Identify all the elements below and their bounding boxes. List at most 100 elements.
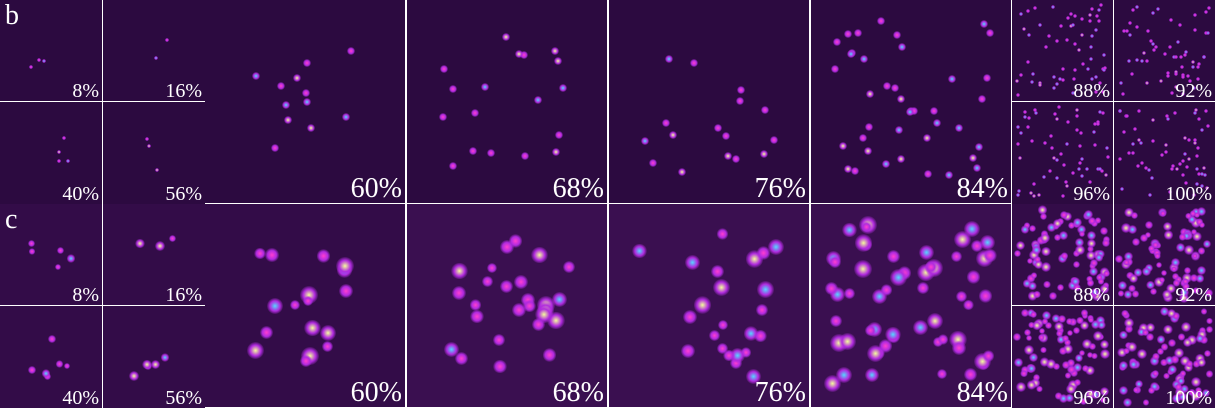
intensity-spot bbox=[1054, 322, 1063, 331]
intensity-spot bbox=[1175, 167, 1179, 171]
intensity-spot bbox=[1193, 138, 1197, 142]
intensity-spot bbox=[1081, 62, 1085, 66]
intensity-spot bbox=[1181, 75, 1185, 79]
intensity-spot bbox=[945, 171, 953, 179]
intensity-spot bbox=[685, 255, 700, 270]
intensity-spot bbox=[1079, 231, 1085, 237]
intensity-spot bbox=[681, 344, 695, 358]
intensity-spot bbox=[1093, 143, 1097, 147]
intensity-spot bbox=[893, 31, 901, 39]
panel-label: 92% bbox=[1175, 285, 1212, 305]
intensity-spot bbox=[57, 247, 64, 254]
intensity-spot bbox=[1191, 60, 1195, 64]
intensity-spot bbox=[147, 144, 151, 148]
intensity-spot bbox=[1105, 146, 1109, 150]
intensity-spot bbox=[552, 148, 560, 156]
intensity-spot bbox=[1090, 34, 1094, 38]
intensity-spot bbox=[1080, 17, 1084, 21]
intensity-spot bbox=[1121, 310, 1129, 318]
intensity-spot bbox=[487, 263, 498, 274]
intensity-spot bbox=[1197, 358, 1206, 367]
intensity-spot bbox=[1193, 13, 1197, 17]
intensity-spot bbox=[1204, 109, 1208, 113]
intensity-spot bbox=[1163, 325, 1173, 335]
intensity-spot bbox=[482, 276, 492, 286]
intensity-spot bbox=[1128, 21, 1132, 25]
intensity-spot bbox=[1023, 110, 1027, 114]
intensity-spot bbox=[839, 142, 847, 150]
intensity-spot bbox=[1019, 12, 1023, 16]
image-panel: 88% bbox=[1012, 0, 1113, 101]
intensity-spot bbox=[1059, 24, 1063, 28]
intensity-spot bbox=[1115, 255, 1123, 263]
intensity-spot bbox=[1073, 68, 1077, 72]
intensity-spot bbox=[1099, 3, 1103, 7]
intensity-spot bbox=[1021, 225, 1030, 234]
intensity-spot bbox=[860, 55, 868, 63]
image-panel: 100% bbox=[1114, 306, 1215, 408]
intensity-spot bbox=[866, 90, 874, 98]
intensity-spot bbox=[770, 136, 778, 144]
intensity-spot bbox=[1095, 14, 1099, 18]
panel-label: 68% bbox=[553, 175, 604, 203]
intensity-spot bbox=[1100, 349, 1110, 359]
intensity-spot bbox=[28, 366, 36, 374]
intensity-spot bbox=[1052, 86, 1056, 90]
intensity-spot bbox=[1088, 217, 1096, 225]
intensity-spot bbox=[135, 239, 144, 248]
intensity-spot bbox=[1150, 176, 1154, 180]
intensity-spot bbox=[1131, 142, 1135, 146]
intensity-spot bbox=[1031, 72, 1035, 76]
image-panel: 84% bbox=[811, 204, 1011, 407]
intensity-spot bbox=[927, 313, 943, 329]
intensity-spot bbox=[1176, 40, 1180, 44]
intensity-spot bbox=[1159, 79, 1163, 83]
intensity-spot bbox=[440, 65, 448, 73]
intensity-spot bbox=[449, 85, 457, 93]
intensity-spot bbox=[1097, 8, 1101, 12]
intensity-spot bbox=[1071, 23, 1075, 27]
intensity-spot bbox=[669, 131, 677, 139]
intensity-spot bbox=[1184, 50, 1188, 54]
intensity-spot bbox=[1079, 131, 1083, 135]
intensity-spot bbox=[1137, 109, 1141, 113]
intensity-spot bbox=[1106, 155, 1110, 159]
intensity-spot bbox=[1146, 29, 1150, 33]
intensity-spot bbox=[1044, 45, 1048, 49]
intensity-spot bbox=[1038, 205, 1047, 214]
intensity-spot bbox=[1156, 7, 1160, 11]
intensity-spot bbox=[293, 74, 301, 82]
intensity-spot bbox=[1055, 82, 1059, 86]
panel-label: 100% bbox=[1165, 388, 1212, 408]
intensity-spot bbox=[1040, 233, 1050, 243]
intensity-spot bbox=[1100, 227, 1108, 235]
intensity-spot bbox=[1092, 130, 1096, 134]
intensity-spot bbox=[1168, 339, 1176, 347]
intensity-spot bbox=[756, 304, 767, 315]
panel-label: 88% bbox=[1073, 285, 1110, 305]
image-panel: 88% bbox=[1012, 204, 1113, 305]
intensity-spot bbox=[1163, 222, 1172, 231]
intensity-spot bbox=[500, 280, 513, 293]
intensity-spot bbox=[439, 113, 447, 121]
intensity-spot bbox=[1067, 365, 1075, 373]
image-panel: 84% bbox=[811, 0, 1011, 203]
intensity-spot bbox=[1019, 131, 1023, 135]
intensity-spot bbox=[303, 98, 311, 106]
intensity-spot bbox=[1168, 45, 1172, 49]
intensity-spot bbox=[1129, 274, 1138, 283]
intensity-spot bbox=[1197, 117, 1201, 121]
intensity-spot bbox=[1085, 167, 1089, 171]
intensity-spot bbox=[1016, 382, 1026, 392]
intensity-spot bbox=[1013, 333, 1021, 341]
intensity-spot bbox=[57, 150, 61, 154]
intensity-spot bbox=[48, 335, 56, 343]
intensity-spot bbox=[277, 82, 285, 90]
intensity-spot bbox=[1103, 270, 1110, 277]
intensity-spot bbox=[1049, 134, 1053, 138]
intensity-spot bbox=[145, 137, 149, 141]
intensity-spot bbox=[1166, 74, 1170, 78]
intensity-spot bbox=[923, 134, 931, 142]
intensity-spot bbox=[854, 260, 872, 278]
intensity-spot bbox=[1133, 387, 1139, 393]
